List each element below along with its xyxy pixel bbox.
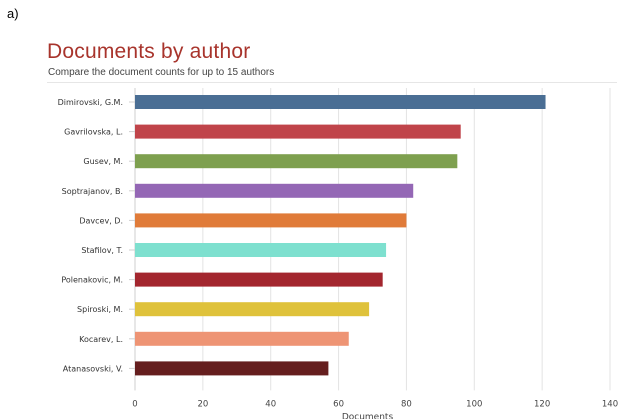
bar-atanasovski-v — [135, 361, 329, 376]
y-tick-label: Polenakovic, M. — [61, 276, 123, 285]
y-tick-label: Soptrajanov, B. — [62, 187, 123, 196]
panel-label: a) — [7, 6, 19, 21]
x-tick-label: 140 — [602, 399, 618, 409]
y-tick-label: Kocarev, L. — [79, 335, 123, 344]
y-tick-label: Gusev, M. — [83, 157, 123, 166]
bar-kocarev-l — [135, 331, 349, 346]
bar-gavrilovska-l — [135, 124, 461, 139]
y-tick-label: Atanasovski, V. — [63, 364, 123, 373]
y-tick-label: Davcev, D. — [79, 216, 123, 225]
y-tick-label: Stafilov, T. — [81, 246, 123, 255]
x-tick-label: 20 — [197, 399, 208, 409]
bar-spiroski-m — [135, 302, 370, 317]
y-tick-label: Dimirovski, G.M. — [58, 98, 123, 107]
x-tick-label: 40 — [265, 399, 276, 409]
y-tick-label: Gavrilovska, L. — [64, 128, 123, 137]
bar-stafilov-t — [135, 243, 387, 257]
chart-subtitle: Compare the document counts for up to 15… — [48, 67, 275, 78]
bar-dimirovski-g-m — [135, 95, 546, 109]
x-tick-label: 100 — [466, 399, 482, 409]
x-tick-label: 60 — [333, 399, 344, 409]
bar-polenakovic-m — [135, 272, 383, 287]
y-tick-label: Spiroski, M. — [77, 305, 123, 314]
chart-title: Documents by author — [47, 40, 251, 63]
bar-davcev-d — [135, 213, 407, 228]
bar-gusev-m — [135, 154, 458, 169]
x-tick-label: 120 — [534, 399, 550, 409]
x-tick-label: 80 — [401, 399, 412, 409]
x-axis-title: Documents — [342, 412, 394, 419]
title-divider — [47, 82, 617, 83]
bar-soptrajanov-b — [135, 183, 414, 198]
x-tick-label: 0 — [132, 399, 137, 409]
